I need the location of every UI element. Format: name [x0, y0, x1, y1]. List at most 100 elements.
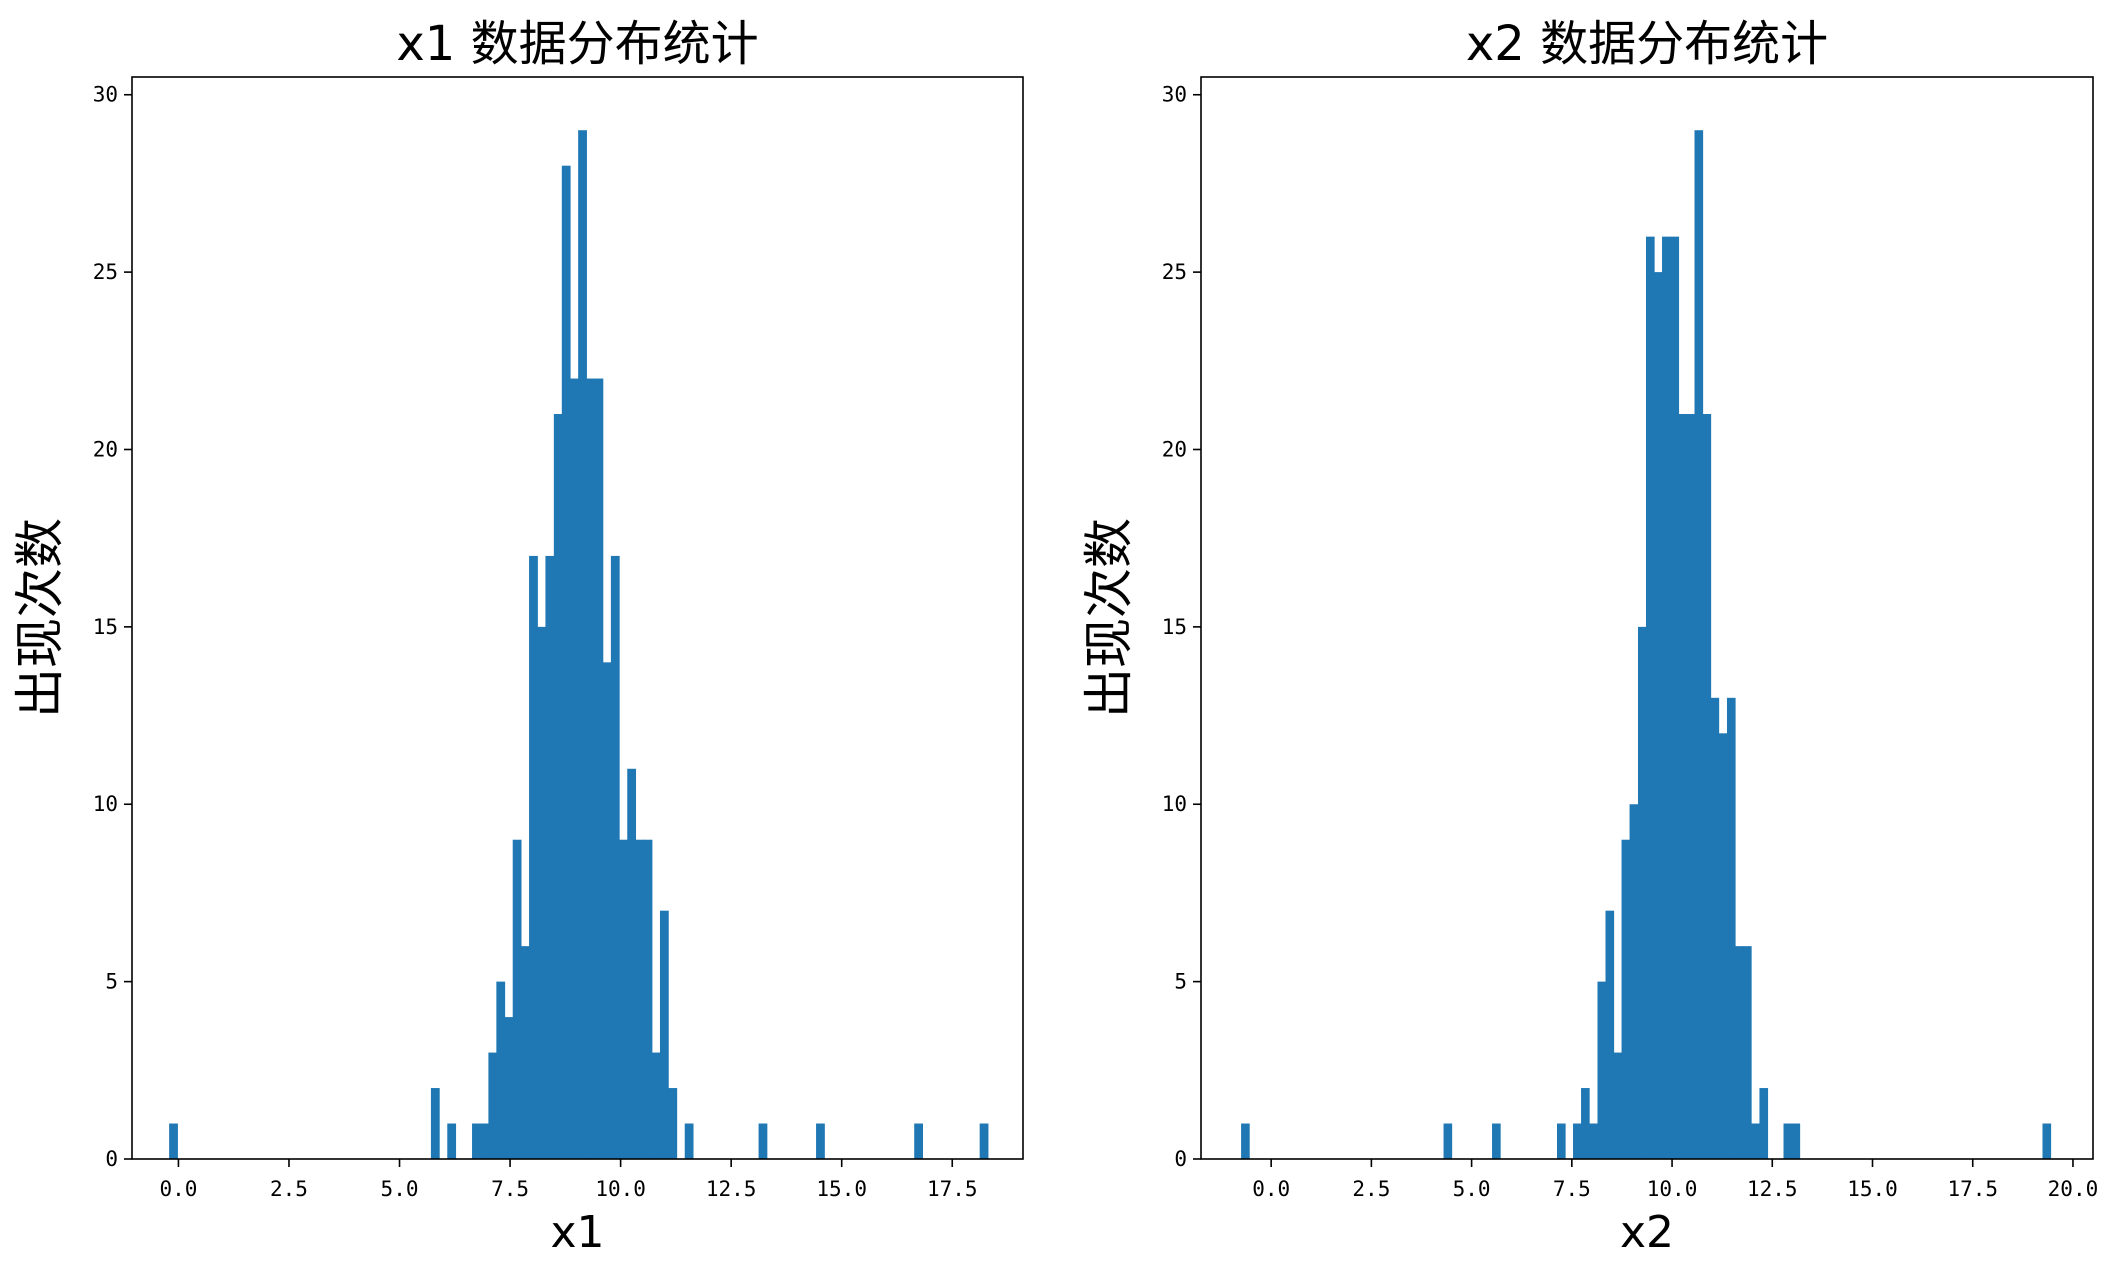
- histogram-bar-x2-19: [1694, 130, 1704, 1160]
- x-axis-label-x2: x2: [1620, 1207, 1674, 1258]
- x-tick-label-x2-4: 10.0: [1647, 1177, 1698, 1201]
- histogram-bar-x1-25: [652, 1052, 661, 1159]
- histogram-bar-x1-17: [586, 378, 596, 1159]
- chart-title-x1: x1 数据分布统计: [396, 16, 758, 72]
- x-tick-label-x1-3: 7.5: [491, 1177, 529, 1201]
- histogram-bar-x2-22: [1718, 733, 1728, 1159]
- histogram-bar-x1-24: [643, 839, 653, 1159]
- histogram-bar-x2-5: [1581, 1088, 1590, 1159]
- histogram-bar-x2-26: [1751, 1123, 1760, 1159]
- histogram-bar-x2-29: [1791, 1123, 1801, 1159]
- histogram-bar-x2-10: [1621, 839, 1631, 1159]
- histogram-bar-x2-1: [1443, 1123, 1453, 1159]
- x-tick-label-x2-6: 15.0: [1847, 1177, 1898, 1201]
- x-tick-label-x1-4: 10.0: [595, 1177, 646, 1201]
- x-tick-label-x2-7: 17.5: [1947, 1177, 1998, 1201]
- histogram-bar-x2-6: [1589, 1123, 1598, 1159]
- histogram-bar-x1-1: [430, 1088, 440, 1159]
- histogram-bar-x1-19: [602, 662, 612, 1159]
- histogram-bar-x2-4: [1573, 1123, 1582, 1159]
- histogram-bar-x1-27: [668, 1088, 678, 1159]
- axes-frame-x2: [1200, 76, 2094, 1160]
- histogram-bar-x1-18: [594, 378, 604, 1159]
- histogram-bar-x1-30: [816, 1123, 825, 1159]
- histogram-bar-x1-10: [529, 555, 538, 1159]
- x-tick-label-x2-0: 0.0: [1252, 1177, 1290, 1201]
- histogram-bar-x2-8: [1605, 910, 1615, 1159]
- x-tick-label-x2-8: 20.0: [2048, 1177, 2099, 1201]
- histogram-bars-x1: [169, 130, 989, 1160]
- x-tick-label-x1-0: 0.0: [159, 1177, 197, 1201]
- y-tick-label-x1-0: 0: [105, 1147, 118, 1171]
- histogram-bar-x2-20: [1702, 414, 1712, 1159]
- histogram-bar-x1-31: [914, 1123, 923, 1159]
- histogram-bar-x1-8: [512, 839, 522, 1159]
- x-axis-ticks-x2: 0.0 2.5 5.0 7.5 10.0 12.5 15.0 17.5 20.0: [1252, 1159, 2098, 1201]
- x-tick-label-x1-7: 17.5: [927, 1177, 978, 1201]
- histogram-bar-x2-30: [2042, 1123, 2052, 1159]
- y-axis-ticks-x1: 0 5 10 15 20 25 30: [93, 83, 132, 1171]
- histogram-bar-x1-29: [758, 1123, 768, 1159]
- histogram-bar-x2-13: [1646, 236, 1655, 1159]
- histogram-bar-x1-0: [169, 1123, 178, 1159]
- histogram-bar-x1-26: [659, 910, 669, 1159]
- histogram-bar-x1-13: [553, 414, 563, 1159]
- y-tick-label-x2-5: 25: [1162, 260, 1187, 284]
- y-tick-label-x2-0: 0: [1174, 1147, 1187, 1171]
- histogram-bar-x2-17: [1678, 414, 1688, 1159]
- chart-title-x2: x2 数据分布统计: [1466, 16, 1828, 72]
- x-tick-label-x1-5: 12.5: [706, 1177, 757, 1201]
- x-tick-label-x2-5: 12.5: [1747, 1177, 1798, 1201]
- subplot-x1: 0 5 10 15 20 25 30 0.0 2.5 5.0 7.5 10.0 12.5 15.0 17.…: [11, 16, 1024, 1258]
- histogram-bar-x2-11: [1629, 804, 1639, 1159]
- y-axis-ticks-x2: 0 5 10 15 20 25 30: [1162, 83, 1201, 1171]
- histogram-bar-x1-28: [684, 1123, 694, 1159]
- histogram-bar-x1-5: [488, 1052, 498, 1159]
- histogram-bar-x1-20: [610, 555, 620, 1159]
- histogram-bar-x2-18: [1686, 414, 1696, 1159]
- axes-frame-x1: [131, 76, 1024, 1160]
- histogram-bar-x2-21: [1710, 697, 1720, 1159]
- histogram-bar-x1-7: [504, 1017, 514, 1159]
- histogram-bar-x2-2: [1492, 1123, 1501, 1159]
- y-tick-label-x1-5: 25: [93, 260, 118, 284]
- x-tick-label-x2-1: 2.5: [1352, 1177, 1390, 1201]
- y-tick-label-x2-1: 5: [1174, 970, 1187, 994]
- histogram-bar-x2-12: [1637, 626, 1647, 1159]
- y-tick-label-x1-3: 15: [93, 615, 118, 639]
- histogram-bar-x1-12: [545, 555, 555, 1159]
- x-tick-label-x2-3: 7.5: [1553, 1177, 1591, 1201]
- histogram-bar-x2-27: [1759, 1088, 1769, 1159]
- y-tick-label-x2-6: 30: [1162, 83, 1187, 107]
- subplot-x2: 0 5 10 15 20 25 30 0.0 2.5 5.0 7.5 10.0 12.5 15.0 17.…: [1080, 16, 2098, 1258]
- histogram-bar-x1-14: [561, 165, 571, 1159]
- histogram-bars-x2: [1241, 130, 2052, 1160]
- histogram-bar-x2-3: [1557, 1123, 1566, 1159]
- y-tick-label-x1-2: 10: [93, 792, 118, 816]
- x-tick-label-x1-2: 5.0: [381, 1177, 419, 1201]
- histogram-bar-x2-25: [1743, 946, 1752, 1159]
- x-axis-label-x1: x1: [550, 1207, 604, 1258]
- y-tick-label-x1-6: 30: [93, 83, 118, 107]
- x-axis-ticks-x1: 0.0 2.5 5.0 7.5 10.0 12.5 15.0 17.5: [159, 1159, 978, 1201]
- histogram-bar-x1-2: [447, 1123, 457, 1159]
- y-tick-label-x2-4: 20: [1162, 437, 1187, 461]
- histogram-bar-x2-15: [1662, 236, 1671, 1159]
- y-tick-label-x1-1: 5: [105, 970, 118, 994]
- x-tick-label-x2-2: 5.0: [1453, 1177, 1491, 1201]
- histogram-bar-x1-6: [496, 981, 506, 1159]
- histogram-bar-x1-11: [537, 626, 547, 1159]
- histogram-bar-x2-24: [1735, 946, 1744, 1159]
- x-tick-label-x1-6: 15.0: [816, 1177, 867, 1201]
- y-axis-label-x2: 出现次数: [1080, 518, 1138, 718]
- y-tick-label-x2-2: 10: [1162, 792, 1187, 816]
- histogram-bar-x2-7: [1597, 981, 1607, 1159]
- y-axis-label-x1: 出现次数: [11, 518, 69, 718]
- histogram-bar-x1-21: [619, 839, 629, 1159]
- x-tick-label-x1-1: 2.5: [270, 1177, 308, 1201]
- histogram-bar-x1-16: [578, 130, 587, 1160]
- histogram-bar-x1-15: [570, 378, 579, 1159]
- histogram-bar-x1-32: [979, 1123, 989, 1159]
